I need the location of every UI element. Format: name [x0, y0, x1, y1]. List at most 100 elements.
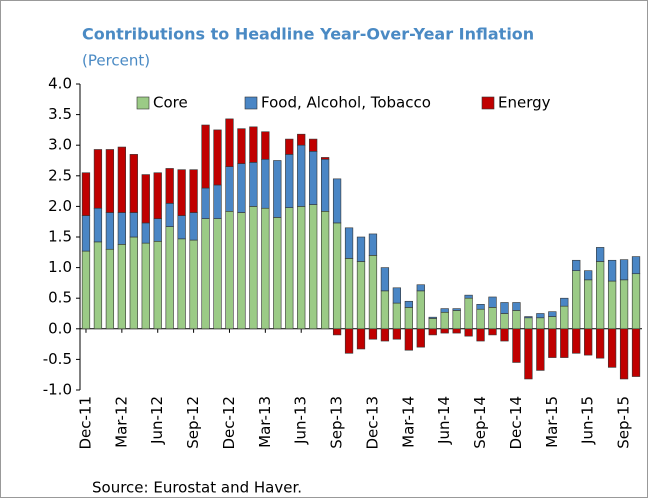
bar-segment: [153, 218, 162, 242]
bar-segment: [631, 256, 641, 275]
bar-segment: [129, 236, 138, 330]
x-tick-label: Jun-14: [435, 396, 453, 445]
x-tick-label: Dec-12: [220, 396, 238, 450]
bar-segment: [488, 328, 497, 336]
bar-segment: [237, 163, 246, 213]
bar-segment: [332, 222, 342, 330]
bar-segment: [309, 204, 318, 330]
bar-segment: [201, 187, 210, 219]
x-tick-label: Jun-15: [579, 396, 597, 445]
bar-segment: [404, 328, 413, 351]
bar-segment: [452, 328, 461, 334]
bar-segment: [392, 328, 401, 340]
bar-segment: [309, 151, 318, 205]
bar-segment: [428, 316, 437, 319]
bar-segment: [607, 259, 617, 282]
bar-segment: [464, 297, 473, 330]
bar-segment: [380, 290, 390, 330]
bar-segment: [524, 316, 533, 319]
bar-segment: [584, 279, 593, 330]
bar-segment: [332, 328, 342, 336]
bar-segment: [536, 313, 545, 319]
bar-segment: [356, 236, 366, 262]
bar-segment: [165, 203, 174, 227]
bar-segment: [189, 239, 198, 330]
bar-segment: [524, 328, 533, 380]
bar-segment: [440, 328, 449, 334]
bar-segment: [213, 184, 222, 219]
bar-segment: [500, 302, 509, 314]
bar-segment: [584, 270, 593, 281]
bar-segment: [619, 279, 629, 330]
bar-segment: [117, 212, 126, 245]
bar-segment: [464, 328, 473, 337]
bar-segment: [512, 310, 521, 330]
bar-segment: [297, 206, 306, 330]
legend-label: Core: [153, 94, 188, 112]
bar-segment: [560, 305, 569, 330]
bar-segment: [177, 215, 186, 240]
bar-segment: [93, 207, 103, 243]
bar-segment: [500, 313, 509, 330]
bar-segment: [476, 308, 485, 330]
bar-segment: [153, 240, 162, 330]
bar-segment: [619, 328, 629, 380]
bar-segment: [428, 328, 437, 336]
bar-segment: [512, 302, 521, 311]
bar-segment: [225, 166, 234, 212]
bar-segment: [416, 290, 425, 330]
bar-segment: [560, 297, 569, 307]
legend-label: Food, Alcohol, Tobacco: [261, 94, 431, 112]
bar-segment: [81, 215, 91, 252]
bar-segment: [416, 328, 425, 348]
x-tick-label: Jun-12: [148, 396, 166, 445]
bar-segment: [189, 169, 198, 213]
x-tick-label: Sep-14: [471, 396, 489, 449]
x-tick-label: Sep-12: [184, 396, 202, 449]
bar-segment: [165, 168, 174, 204]
bar-segment: [356, 261, 366, 330]
bar-segment: [572, 270, 581, 330]
bar-segment: [584, 328, 593, 356]
y-tick-label: -1.0: [43, 381, 72, 399]
bar-segment: [416, 284, 425, 292]
bar-segment: [237, 128, 246, 164]
chart-subtitle: (Percent): [82, 52, 150, 70]
bar-segment: [105, 248, 115, 330]
y-tick-label: 0.0: [48, 319, 72, 337]
bar-segment: [201, 124, 210, 189]
bar-segment: [572, 328, 581, 354]
bar-segment: [380, 267, 390, 292]
bar-segment: [452, 310, 461, 330]
bar-segment: [440, 311, 449, 330]
bar-segment: [129, 154, 138, 213]
bar-segment: [404, 300, 413, 308]
bar-segment: [380, 328, 390, 342]
x-tick-label: Mar-14: [399, 396, 417, 448]
bar-segment: [93, 241, 103, 330]
x-tick-label: Jun-13: [292, 396, 310, 445]
y-tick-label: 2.5: [48, 166, 72, 184]
bar-segment: [117, 244, 126, 330]
bar-segment: [213, 218, 222, 330]
y-tick-label: 3.0: [48, 136, 72, 154]
x-tick-label: Sep-13: [328, 396, 346, 449]
bar-segment: [631, 273, 641, 330]
bar-segment: [141, 222, 150, 244]
bar-segment: [105, 212, 115, 250]
chart-title: Contributions to Headline Year-Over-Year…: [82, 25, 534, 44]
bar-segment: [607, 280, 617, 330]
x-tick-label: Dec-14: [507, 396, 525, 450]
bar-segment: [273, 160, 282, 218]
bar-segment: [596, 247, 605, 262]
legend-label: Energy: [498, 94, 551, 112]
bar-segment: [129, 212, 138, 238]
bar-segment: [428, 318, 437, 330]
bar-segment: [536, 328, 545, 371]
bar-segment: [392, 302, 401, 330]
bar-segment: [631, 328, 641, 377]
bar-segment: [249, 126, 258, 163]
bar-segment: [607, 328, 617, 368]
bar-segment: [237, 212, 246, 330]
